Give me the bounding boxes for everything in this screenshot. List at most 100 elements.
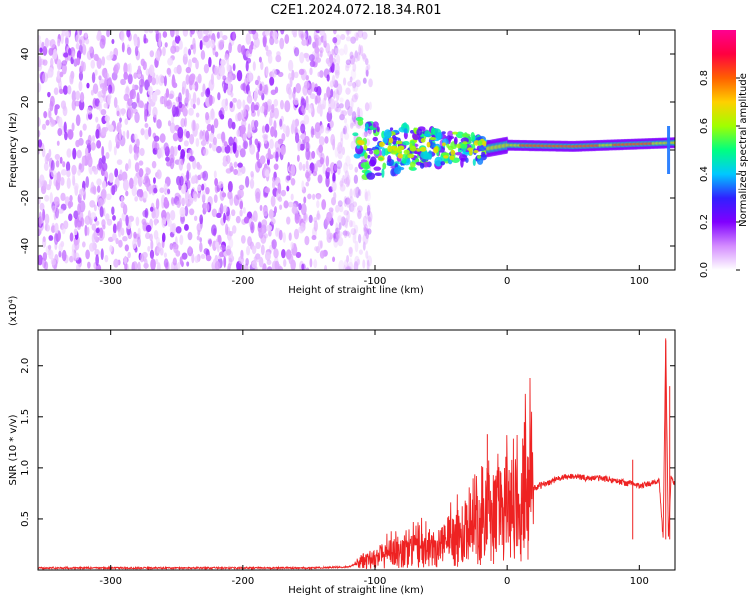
speckle-cell <box>106 218 113 226</box>
speckle-cell <box>127 73 133 85</box>
speckle-cell <box>136 36 140 49</box>
speckle-cell <box>363 226 368 237</box>
speckle-cell <box>319 250 325 259</box>
speckle-cell <box>266 259 272 266</box>
speckle-cell <box>259 105 265 114</box>
turbulence-cell <box>360 159 368 163</box>
speckle-cell <box>309 93 316 100</box>
speckle-cell <box>78 188 83 198</box>
speckle-cell <box>333 30 337 35</box>
speckle-cell <box>151 210 156 219</box>
speckle-cell <box>163 75 167 87</box>
speckle-cell <box>273 163 279 170</box>
speckle-cell <box>271 68 277 78</box>
speckle-cell <box>208 30 213 36</box>
speckle-cell <box>148 30 154 34</box>
speckle-cell <box>169 157 175 170</box>
speckle-cell <box>120 227 125 236</box>
speckle-cell <box>167 57 174 66</box>
speckle-cell <box>333 163 338 174</box>
speckle-cell <box>111 206 115 215</box>
speckle-cell <box>353 174 358 184</box>
speckle-cell <box>115 237 119 245</box>
speckle-cell <box>293 97 299 106</box>
speckle-cell <box>246 70 252 83</box>
speckle-cell <box>61 249 67 262</box>
speckle-cell <box>310 125 315 138</box>
speckle-cell <box>196 223 202 233</box>
speckle-cell <box>254 188 261 200</box>
speckle-cell <box>134 196 139 202</box>
speckle-cell <box>134 111 140 124</box>
turbulence-hotspot <box>416 148 421 152</box>
speckle-cell <box>223 256 227 268</box>
speckle-cell <box>69 78 74 85</box>
speckle-cell <box>42 72 49 83</box>
speckle-cell <box>211 208 218 218</box>
speckle-cell <box>297 141 301 152</box>
speckle-cell <box>175 250 181 257</box>
speckle-cell <box>50 57 54 68</box>
speckle-cell <box>192 103 196 109</box>
speckle-cell <box>101 56 106 66</box>
speckle-cell <box>337 144 344 152</box>
speckle-cell <box>75 139 81 148</box>
speckle-cell <box>96 57 102 70</box>
turbulence-hotspot <box>450 149 456 156</box>
speckle-cell <box>219 31 223 38</box>
speckle-cell <box>264 251 271 261</box>
turbulence-cell <box>381 147 386 158</box>
speckle-cell <box>339 180 344 187</box>
speckle-cell <box>228 257 233 267</box>
speckle-cell <box>344 170 350 181</box>
speckle-cell <box>144 129 150 140</box>
speckle-cell <box>335 227 340 235</box>
speckle-cell <box>153 230 159 240</box>
speckle-cell <box>263 105 267 118</box>
x-tick-label: -300 <box>99 276 122 287</box>
speckle-cell <box>350 117 355 128</box>
speckle-cell <box>203 35 209 43</box>
speckle-cell <box>39 47 43 53</box>
speckle-cell <box>330 88 334 98</box>
speckle-cell <box>313 220 318 232</box>
speckle-cell <box>346 30 350 37</box>
speckle-cell <box>205 112 210 121</box>
snr-x-ticks: -300 -200 -100 0 100 <box>99 330 649 587</box>
speckle-cell <box>347 80 353 87</box>
speckle-cell <box>279 118 283 127</box>
speckle-cell <box>343 178 348 185</box>
speckle-cell <box>190 177 196 185</box>
speckle-cell <box>346 30 352 35</box>
speckle-cell <box>221 131 226 144</box>
speckle-cell <box>354 50 358 59</box>
speckle-cell <box>199 129 203 140</box>
speckle-cell <box>353 261 359 270</box>
speckle-cell <box>92 83 99 95</box>
speckle-cell <box>365 191 372 202</box>
speckle-cell <box>358 108 363 120</box>
speckle-cell <box>314 122 321 133</box>
speckle-cell <box>324 126 330 134</box>
speckle-cell <box>114 168 119 178</box>
colorbar-fill <box>712 30 736 270</box>
speckle-cell <box>352 120 357 126</box>
speckle-cell <box>116 159 123 165</box>
speckle-cell <box>319 70 324 78</box>
speckle-cell <box>155 198 160 210</box>
speckle-cell <box>181 80 187 91</box>
x-tick-label: -100 <box>364 576 387 587</box>
speckle-cell <box>207 239 212 245</box>
speckle-cell <box>219 244 226 251</box>
speckle-cell <box>345 265 350 270</box>
speckle-cell <box>158 37 162 48</box>
speckle-cell <box>85 139 91 146</box>
speckle-cell <box>298 225 305 234</box>
spectrogram-x-ticks: -300 -200 -100 0 100 <box>99 30 649 287</box>
speckle-cell <box>260 234 267 244</box>
speckle-cell <box>65 35 69 47</box>
speckle-cell <box>196 97 201 106</box>
turbulence-cell <box>402 140 410 146</box>
speckle-cell <box>192 92 197 104</box>
